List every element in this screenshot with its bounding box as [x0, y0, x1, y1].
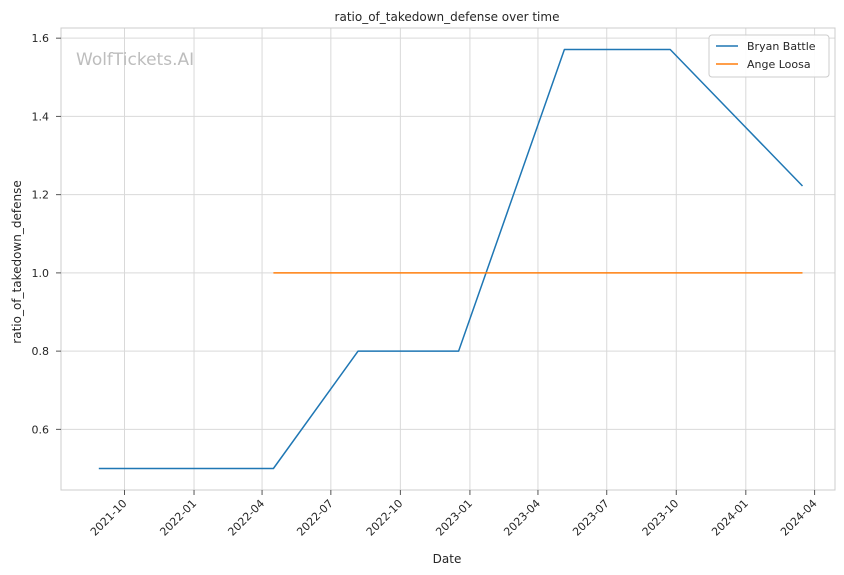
x-tick-label: 2024-01 [709, 497, 751, 539]
x-tick-label: 2022-01 [157, 497, 199, 539]
y-axis-label: ratio_of_takedown_defense [10, 180, 24, 343]
watermark-text: WolfTickets.AI [76, 50, 194, 70]
y-tick-label: 1.4 [32, 110, 50, 123]
x-tick-label: 2024-04 [778, 497, 820, 539]
legend-label: Ange Loosa [747, 58, 811, 71]
series-lines [98, 48, 804, 470]
x-tick-label: 2021-10 [88, 497, 130, 539]
y-tick-label: 0.8 [32, 345, 50, 358]
legend-label: Bryan Battle [747, 40, 816, 53]
y-tick-label: 1.0 [32, 267, 50, 280]
y-tick-label: 0.6 [32, 423, 50, 436]
x-tick-label: 2022-10 [364, 497, 406, 539]
x-tick-label: 2022-04 [225, 497, 267, 539]
legend-frame [708, 34, 830, 78]
grid [61, 28, 835, 490]
chart-title: ratio_of_takedown_defense over time [335, 10, 560, 24]
y-tick-label: 1.2 [32, 189, 50, 202]
x-tick-label: 2022-07 [294, 497, 336, 539]
plot-frame [60, 27, 836, 491]
x-tick-label: 2023-07 [570, 497, 612, 539]
series-line-0 [98, 48, 804, 470]
legend: Bryan Battle Ange Loosa [708, 34, 830, 78]
x-tick-label: 2023-04 [501, 497, 543, 539]
x-tick-label: 2023-10 [640, 497, 682, 539]
y-tick-label: 1.6 [32, 32, 50, 45]
x-tick-label: 2023-01 [433, 497, 475, 539]
x-axis-label: Date [433, 552, 462, 566]
x-axis-ticks: 2021-10 2022-01 2022-04 2022-07 2022-10 2023-… [88, 490, 820, 539]
y-axis-ticks: 0.6 0.8 1.0 1.2 1.4 1.6 [32, 32, 61, 436]
